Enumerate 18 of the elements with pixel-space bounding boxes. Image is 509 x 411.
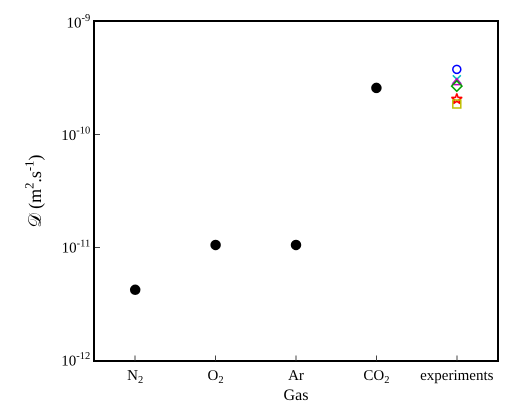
y-tick-label: 10$^{-10}$ [61,126,90,144]
point [371,82,382,94]
y-tick-label: 10$^{-11}$ [62,238,90,257]
x-tick-label: CO$_{2}$ [363,368,390,386]
point [210,240,221,250]
point [452,64,462,74]
point [450,80,463,92]
y-tick-label: 10$^{-12}$ [61,350,90,370]
point [452,99,462,109]
point [130,284,140,296]
x-tick-label: experiments [420,368,494,384]
x-tick-label: O$_{2}$ [208,368,224,386]
x-tick-label: N$_{2}$ [127,368,144,386]
point [450,92,463,104]
point [290,240,302,250]
x-axis-title: Gas [284,387,308,404]
y-tick-label: 10$^{-9}$ [66,12,90,32]
x-tick-label: Ar [288,368,304,384]
